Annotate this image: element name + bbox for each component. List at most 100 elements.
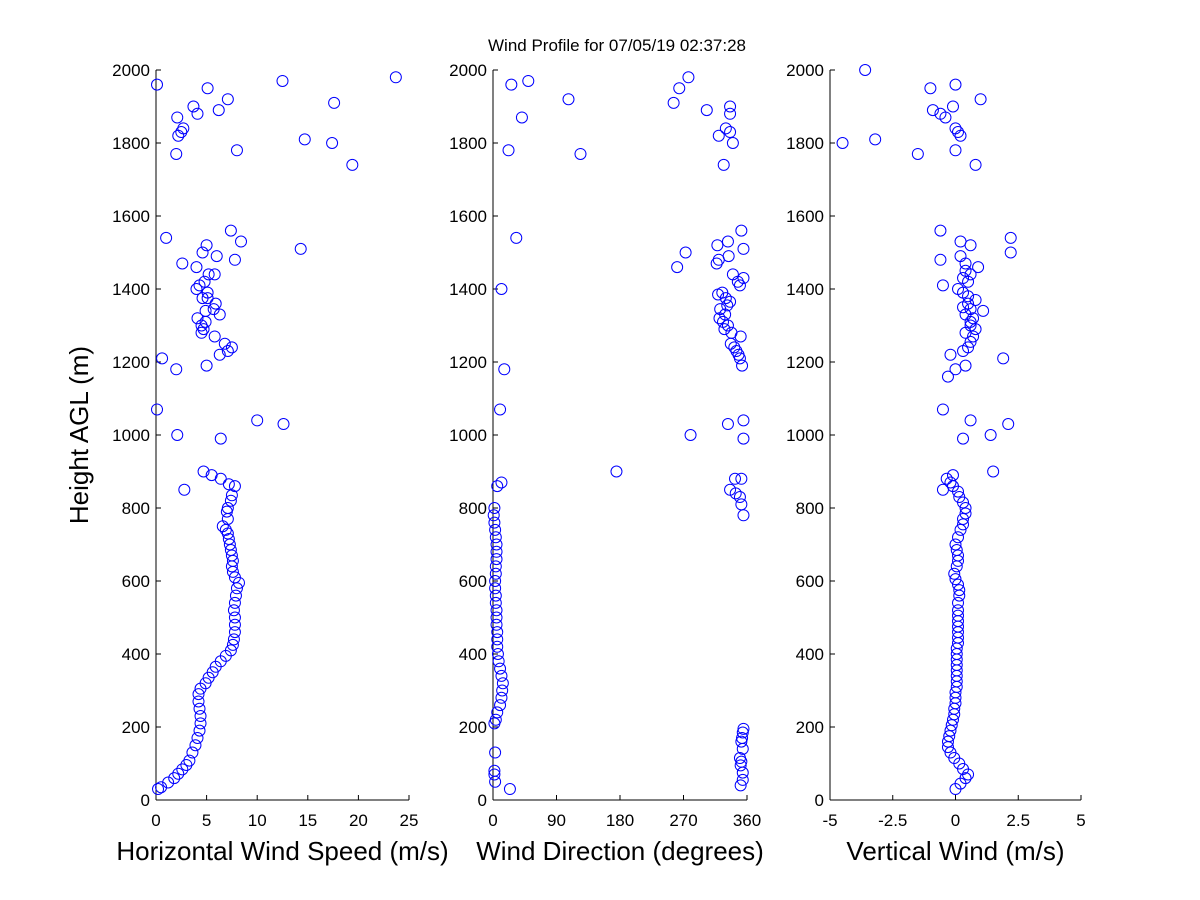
data-point [724, 107, 737, 120]
data-point [936, 403, 949, 416]
data-point [389, 71, 402, 84]
data-point [200, 239, 213, 252]
data-point [214, 432, 227, 445]
data-point [736, 731, 749, 744]
y-tick-label: 1200 [112, 353, 150, 372]
data-point [156, 352, 169, 365]
data-point [737, 509, 750, 522]
data-point [220, 505, 233, 518]
data-point [199, 677, 212, 690]
data-point [177, 122, 190, 135]
data-point [187, 100, 200, 113]
data-point [213, 348, 226, 361]
data-point [199, 304, 212, 317]
data-point [490, 545, 503, 558]
data-point [962, 341, 975, 354]
data-point [964, 319, 977, 332]
data-point [946, 469, 959, 482]
data-point [721, 418, 734, 431]
data-point [737, 242, 750, 255]
data-point [954, 523, 967, 536]
data-point [216, 520, 229, 533]
y-tick-label: 1200 [786, 353, 824, 372]
data-point [221, 93, 234, 106]
y-tick-label: 1800 [449, 134, 487, 153]
data-point [984, 429, 997, 441]
data-point [724, 126, 737, 139]
data-point [953, 584, 966, 597]
data-point [712, 129, 725, 142]
data-point [228, 253, 241, 266]
y-tick-label: 600 [459, 572, 487, 591]
data-point [277, 418, 290, 431]
data-point [328, 96, 341, 109]
data-point [836, 137, 849, 149]
x-tick-label: 10 [248, 811, 267, 830]
x-tick-label: 15 [298, 811, 317, 830]
data-point [734, 759, 747, 772]
data-point [186, 746, 199, 759]
y-tick-label: 200 [459, 718, 487, 737]
data-point [151, 78, 164, 91]
data-point [718, 323, 731, 336]
data-point [225, 489, 238, 502]
data-point [949, 573, 962, 586]
data-point [197, 465, 210, 478]
y-tick-label: 1600 [449, 207, 487, 226]
data-point [869, 133, 882, 146]
data-point [969, 293, 982, 306]
y-tick-label: 800 [459, 499, 487, 518]
data-point [489, 746, 502, 759]
data-point [224, 494, 237, 507]
data-point [189, 739, 202, 752]
data-point [684, 429, 697, 441]
y-tick-label: 0 [815, 791, 824, 810]
y-tick-label: 200 [796, 718, 824, 737]
data-point [490, 604, 503, 617]
data-point [944, 348, 957, 361]
data-point [722, 250, 735, 263]
data-point [726, 137, 739, 149]
data-point [714, 303, 727, 316]
data-point [151, 403, 164, 416]
data-point [496, 677, 509, 690]
data-point [735, 498, 748, 511]
data-point [209, 297, 222, 310]
data-point [952, 609, 965, 622]
data-point [206, 666, 219, 679]
y-tick-label: 400 [122, 645, 150, 664]
data-point [957, 432, 970, 445]
direction-x-axis-label: Wind Direction (degrees) [476, 836, 764, 866]
y-tick-label: 400 [796, 645, 824, 664]
data-point [679, 246, 692, 259]
x-tick-label: 0 [488, 811, 497, 830]
y-tick-label: 1000 [112, 426, 150, 445]
vertical-x-axis-label: Vertical Wind (m/s) [846, 836, 1064, 866]
data-point [495, 283, 508, 295]
data-point [160, 231, 173, 244]
data-point [950, 543, 963, 556]
data-point [201, 292, 214, 305]
data-point [682, 71, 695, 84]
data-point [490, 611, 503, 624]
data-point [959, 507, 972, 520]
data-point [228, 626, 241, 639]
data-point [949, 78, 962, 91]
data-point [224, 644, 237, 657]
data-point [952, 126, 965, 139]
data-point [489, 575, 502, 587]
data-point [489, 589, 502, 602]
y-tick-label: 1600 [786, 207, 824, 226]
data-point [487, 509, 500, 522]
data-point [952, 604, 965, 617]
data-point [346, 158, 359, 171]
data-point [495, 691, 508, 704]
data-point [716, 286, 729, 299]
x-tick-label: 180 [606, 811, 634, 830]
y-tick-label: 1000 [449, 426, 487, 445]
data-point [667, 96, 680, 109]
data-point [949, 363, 962, 376]
data-point [954, 129, 967, 142]
data-point [183, 754, 196, 767]
